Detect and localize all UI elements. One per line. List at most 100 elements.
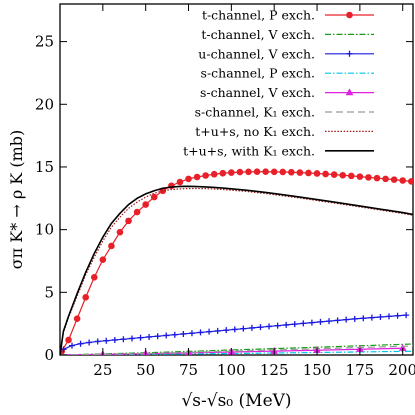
data-point — [94, 338, 101, 345]
data-point — [116, 228, 124, 236]
series-8 — [60, 185, 413, 355]
data-point — [368, 314, 375, 321]
data-point — [202, 172, 209, 179]
tick-layer: 25 50 75 100 125 150 175 200 0 5 10 15 20 25 — [35, 4, 415, 379]
legend-label: s-channel, K₁ exch. — [195, 105, 315, 120]
x-tick-label: 200 — [388, 361, 415, 379]
data-point — [142, 201, 149, 208]
data-point — [65, 336, 72, 344]
data-point — [262, 168, 269, 176]
data-point — [90, 273, 98, 281]
data-point — [103, 337, 110, 344]
legend-label: t-channel, V exch. — [201, 27, 315, 42]
data-point — [377, 314, 384, 321]
series-2 — [60, 343, 413, 355]
data-point — [296, 169, 304, 176]
data-point — [390, 176, 398, 183]
data-point — [253, 168, 261, 176]
data-point — [382, 175, 389, 183]
series-7 — [60, 187, 413, 355]
series-line-8 — [60, 185, 413, 355]
x-tick-label: 50 — [136, 361, 155, 379]
data-point — [150, 193, 158, 201]
data-point — [197, 329, 204, 336]
data-point — [219, 169, 227, 177]
legend: t-channel, P exch. t-channel, V exch. u-ch… — [183, 8, 374, 158]
legend-marker — [345, 88, 354, 96]
data-point — [351, 315, 358, 322]
data-point — [373, 174, 381, 182]
legend-marker — [346, 50, 353, 57]
data-point — [128, 335, 135, 342]
data-point — [407, 178, 413, 185]
legend-label: t+u+s, no K₁ exch. — [195, 124, 315, 139]
data-point — [77, 340, 84, 347]
data-point — [210, 170, 218, 178]
data-point — [133, 208, 141, 216]
data-point — [270, 168, 278, 176]
data-point — [176, 178, 184, 186]
x-tick-label: 150 — [303, 361, 332, 379]
data-point — [163, 332, 170, 339]
data-point — [180, 330, 187, 337]
data-point — [279, 168, 287, 176]
data-point — [322, 170, 329, 178]
data-point — [154, 333, 161, 340]
data-point — [257, 324, 264, 331]
data-point — [86, 339, 93, 346]
data-point — [305, 169, 312, 177]
series-line-4 — [60, 350, 413, 355]
x-axis-title: √s-√s₀ (MeV) — [181, 391, 291, 411]
series-3 — [60, 312, 410, 353]
data-point — [348, 172, 355, 180]
data-point — [214, 327, 221, 334]
legend-label: t-channel, P exch. — [202, 8, 315, 23]
series-layer — [60, 168, 413, 355]
series-line-2 — [60, 343, 413, 355]
data-point — [137, 334, 144, 341]
data-point — [193, 173, 201, 181]
data-point — [248, 324, 255, 331]
data-point — [240, 325, 247, 332]
data-point — [339, 171, 347, 179]
y-tick-label: 15 — [35, 158, 54, 176]
legend-label: s-channel, P exch. — [201, 66, 315, 81]
legend-label: t+u+s, with K₁ exch. — [183, 143, 315, 158]
series-1 — [60, 168, 413, 355]
y-tick-label: 25 — [35, 33, 54, 51]
y-tick-label: 0 — [44, 346, 54, 364]
data-point — [120, 336, 127, 343]
data-point — [283, 321, 290, 328]
data-point — [291, 321, 298, 328]
data-point — [360, 315, 367, 322]
data-point — [99, 256, 107, 264]
y-tick-label: 10 — [35, 221, 54, 239]
data-point — [356, 173, 364, 180]
data-point — [308, 319, 315, 326]
data-point — [245, 168, 252, 176]
data-point — [82, 294, 90, 301]
x-tick-label: 25 — [93, 361, 112, 379]
data-point — [399, 177, 407, 184]
data-point — [68, 342, 75, 349]
data-point — [343, 316, 350, 323]
data-point — [288, 168, 295, 176]
series-4 — [60, 350, 413, 355]
data-point — [317, 318, 324, 325]
data-point — [300, 320, 307, 327]
data-point — [171, 331, 178, 338]
data-point — [223, 327, 230, 334]
y-tick-label: 5 — [44, 283, 54, 301]
data-point — [326, 318, 333, 325]
data-point — [228, 169, 235, 176]
data-point — [313, 170, 321, 177]
legend-label: u-channel, V exch. — [198, 46, 315, 61]
x-tick-label: 175 — [346, 361, 375, 379]
legend-marker — [346, 11, 353, 19]
data-point — [266, 323, 273, 330]
data-point — [394, 312, 401, 319]
data-point — [108, 242, 115, 250]
data-point — [185, 175, 192, 183]
data-point — [125, 217, 132, 225]
